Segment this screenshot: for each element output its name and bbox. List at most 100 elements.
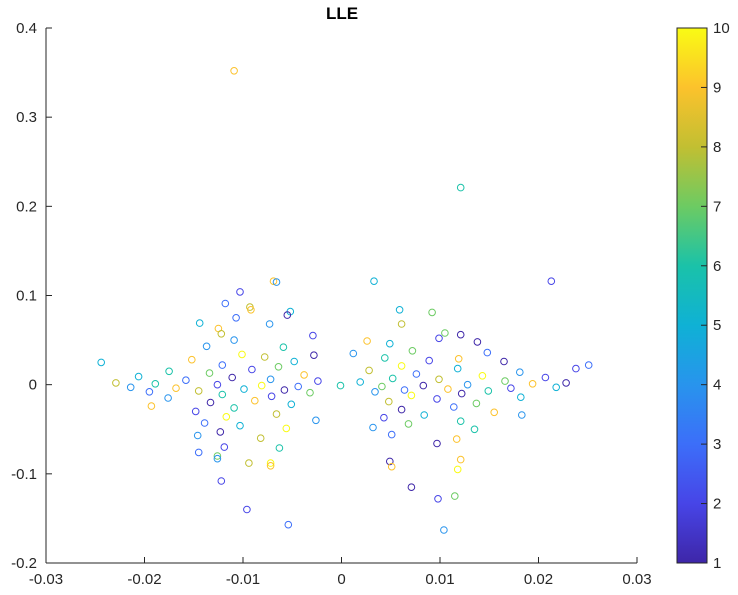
colorbar: 1 2 3 4 5 6 7 8 9 10 — [676, 20, 730, 572]
data-point — [456, 417, 465, 426]
plot-background — [46, 28, 637, 563]
data-point — [541, 373, 550, 382]
data-point — [470, 425, 479, 434]
data-point — [260, 353, 269, 361]
colorbar-tick-label: 6 — [713, 258, 721, 275]
data-point — [572, 364, 580, 373]
data-point — [407, 391, 416, 400]
data-point — [435, 375, 443, 384]
data-point — [380, 413, 388, 422]
colorbar-tick-label: 7 — [713, 198, 721, 215]
data-point — [457, 389, 466, 398]
data-point — [408, 347, 417, 355]
y-tick-label: -0.1 — [11, 466, 37, 483]
data-point — [191, 407, 200, 416]
data-point — [312, 416, 320, 425]
data-point — [272, 278, 281, 286]
data-point — [450, 403, 458, 411]
scatter-points — [97, 67, 593, 534]
data-point — [453, 364, 462, 373]
data-point — [371, 388, 379, 396]
data-point — [269, 277, 278, 286]
data-point — [240, 385, 248, 393]
x-axis: -0.03 -0.02 -0.01 0 0.01 0.02 0.03 — [29, 557, 652, 588]
data-point — [283, 311, 292, 319]
data-point — [275, 444, 284, 452]
data-point — [188, 355, 196, 364]
data-point — [483, 348, 492, 357]
data-point — [213, 452, 222, 460]
data-point — [232, 314, 240, 322]
data-point — [451, 492, 459, 500]
data-point — [452, 435, 461, 443]
data-point — [356, 378, 365, 386]
data-point — [280, 386, 289, 394]
data-point — [290, 357, 299, 366]
data-point — [151, 380, 160, 388]
data-point — [164, 394, 172, 402]
data-point — [484, 387, 493, 395]
data-point — [236, 421, 244, 430]
data-point — [267, 392, 276, 401]
data-point — [440, 526, 448, 534]
data-point — [284, 520, 293, 529]
data-point — [195, 319, 204, 327]
data-point — [279, 343, 288, 352]
data-point — [247, 306, 255, 314]
data-point — [552, 383, 561, 392]
data-point — [218, 361, 227, 369]
data-point — [369, 423, 377, 432]
data-point — [300, 371, 308, 379]
y-tick-label: -0.2 — [11, 555, 37, 572]
data-point — [518, 411, 526, 419]
data-point — [238, 350, 246, 359]
data-point — [274, 363, 283, 371]
colorbar-tick-label: 3 — [713, 436, 721, 453]
data-point — [172, 384, 180, 393]
data-point — [433, 439, 441, 448]
y-tick-label: 0.4 — [16, 20, 37, 37]
x-tick-label: 0 — [337, 571, 345, 588]
data-point — [562, 379, 570, 387]
data-point — [213, 454, 222, 463]
y-tick-label: 0 — [29, 377, 37, 394]
data-point — [165, 367, 173, 376]
x-tick-label: -0.03 — [29, 571, 63, 588]
data-point — [444, 385, 452, 393]
data-point — [441, 329, 449, 337]
data-point — [434, 495, 442, 503]
colorbar-tick-label: 4 — [713, 377, 721, 394]
y-tick-label: 0.2 — [16, 198, 37, 215]
data-point — [386, 457, 394, 466]
data-point — [547, 277, 556, 286]
data-point — [472, 399, 481, 408]
data-point — [217, 330, 226, 338]
colorbar-tick-label: 10 — [713, 20, 730, 37]
colorbar-tick-label: 5 — [713, 317, 721, 334]
data-point — [501, 377, 509, 385]
colorbar-tick-label: 1 — [713, 555, 721, 572]
data-point — [387, 430, 396, 439]
data-point — [217, 477, 226, 485]
data-point — [220, 443, 229, 451]
data-point — [213, 380, 222, 389]
data-point — [425, 356, 434, 365]
data-point — [257, 381, 266, 390]
data-point — [386, 339, 394, 348]
data-point — [236, 288, 244, 296]
data-point — [517, 393, 525, 402]
data-point — [419, 381, 428, 390]
data-point — [412, 370, 421, 378]
colorbar-tick-label: 2 — [713, 496, 721, 513]
data-point — [378, 382, 386, 391]
data-point — [147, 402, 156, 410]
data-point — [230, 336, 238, 344]
colorbar-tick-label: 8 — [713, 139, 721, 156]
data-point — [516, 368, 524, 377]
colorbar-gradient — [676, 27, 708, 564]
data-point — [251, 396, 259, 405]
data-point — [245, 459, 253, 467]
data-point — [256, 434, 265, 443]
data-point — [404, 420, 413, 428]
data-point — [205, 369, 214, 377]
